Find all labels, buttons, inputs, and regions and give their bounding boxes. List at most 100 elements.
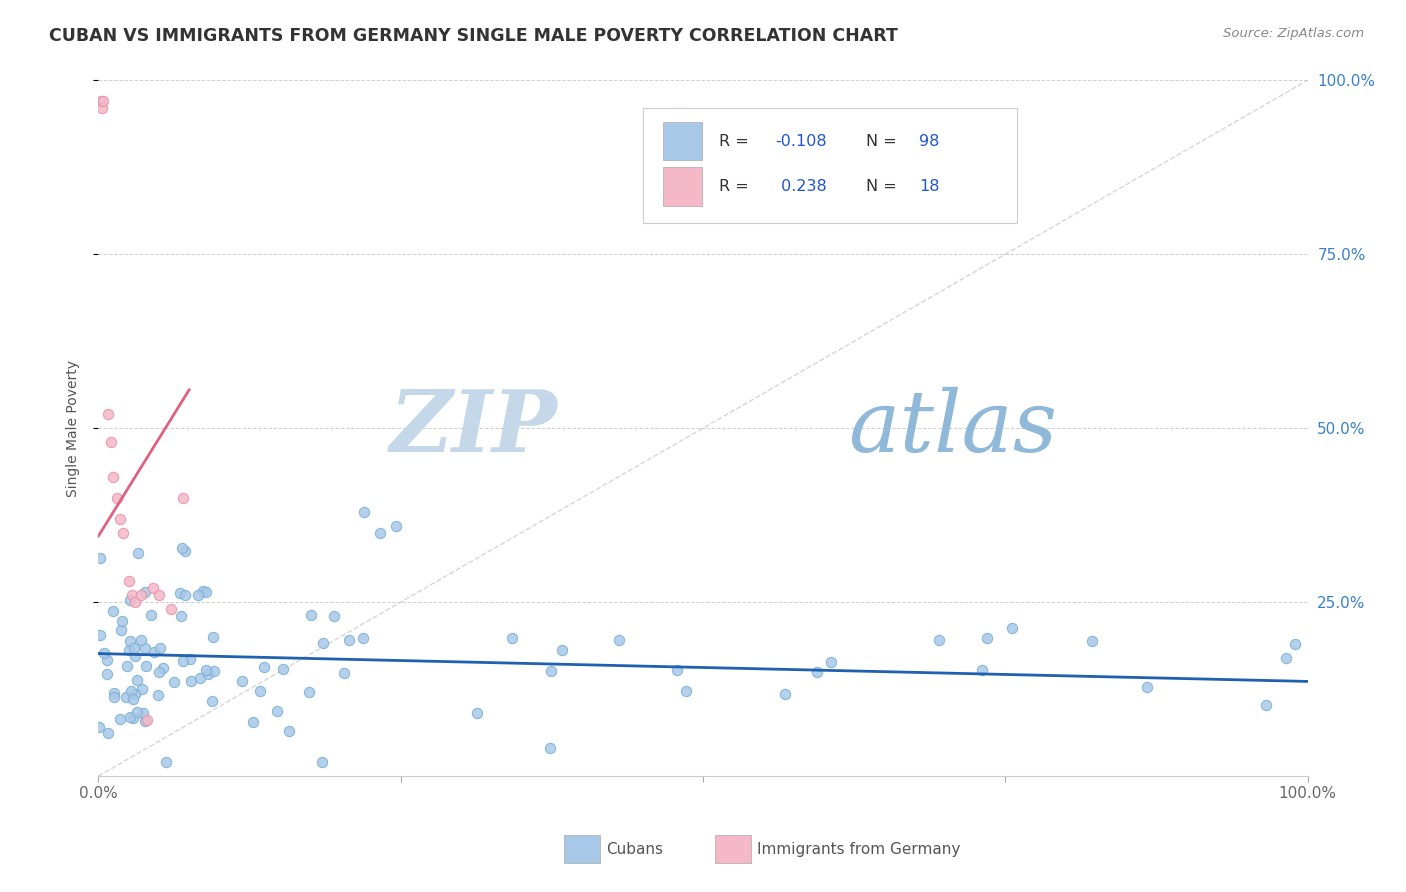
Point [202,664,225,678]
Text: CUBAN VS IMMIGRANTS FROM GERMANY SINGLE MALE POVERTY CORRELATION CHART: CUBAN VS IMMIGRANTS FROM GERMANY SINGLE … [49,27,898,45]
Point [299,607,322,622]
Point [155,755,177,769]
Point [1136,680,1159,694]
Point [540,664,562,678]
Point [100,435,122,450]
Point [101,604,124,618]
Point [311,755,333,769]
Point [105,491,128,505]
Point [820,655,842,669]
Point [465,706,488,721]
Point [103,686,125,700]
Point [266,705,288,719]
Point [132,706,155,720]
Point [118,634,141,648]
Point [148,588,170,602]
Point [135,714,157,728]
Point [87,720,110,734]
Point [187,588,209,602]
Point [118,642,141,657]
Point [91,101,114,115]
Text: atlas: atlas [848,387,1057,469]
Point [160,602,183,616]
Point [928,633,950,648]
Bar [564,835,600,863]
Point [129,632,152,647]
Point [169,586,191,600]
Point [271,662,294,676]
Text: 0.238: 0.238 [776,179,827,194]
Point [129,588,152,602]
Point [89,551,111,566]
Text: ZIP: ZIP [389,386,558,470]
Point [134,714,156,728]
Point [538,741,561,756]
Point [180,674,202,689]
Point [163,675,186,690]
Point [201,630,224,644]
Text: Cubans: Cubans [606,841,664,856]
Bar [664,122,702,161]
Point [97,726,120,740]
Text: 98: 98 [920,134,939,149]
Point [127,706,149,720]
Point [970,663,993,677]
Point [607,632,630,647]
Point [125,673,148,688]
Point [1275,650,1298,665]
Point [666,663,689,677]
Point [124,648,146,663]
Point [188,672,211,686]
Point [111,525,134,540]
Point [352,631,374,645]
Point [323,608,346,623]
Point [97,407,120,421]
Bar [664,167,702,205]
Point [370,525,392,540]
Point [174,544,197,558]
Point [131,681,153,696]
Point [120,684,142,698]
Point [108,511,131,525]
Text: Immigrants from Germany: Immigrants from Germany [758,841,960,856]
Point [142,581,165,595]
Point [108,712,131,726]
Point [152,661,174,675]
Text: -0.108: -0.108 [776,134,827,149]
Point [115,658,138,673]
Point [201,693,224,707]
Text: R =: R = [718,179,754,194]
Point [90,94,112,108]
Point [96,667,118,681]
Point [134,640,156,655]
Point [675,683,697,698]
Point [111,614,134,628]
Point [172,541,194,555]
Point [91,94,114,108]
Point [124,687,146,701]
Point [103,690,125,704]
Point [142,645,165,659]
Point [110,623,132,637]
Text: N =: N = [866,179,903,194]
Point [172,654,194,668]
Point [806,665,828,680]
Point [773,687,796,701]
Point [148,665,170,679]
Point [195,584,218,599]
Point [278,724,301,739]
Point [172,491,194,505]
Point [118,710,141,724]
Point [134,585,156,599]
Text: 18: 18 [920,179,941,194]
Point [139,607,162,622]
Y-axis label: Single Male Poverty: Single Male Poverty [66,359,80,497]
Point [253,659,276,673]
Text: N =: N = [866,134,903,149]
Point [1284,637,1306,651]
Point [976,631,998,645]
Point [101,470,124,484]
Point [122,641,145,656]
Point [115,690,138,705]
Point [312,636,335,650]
